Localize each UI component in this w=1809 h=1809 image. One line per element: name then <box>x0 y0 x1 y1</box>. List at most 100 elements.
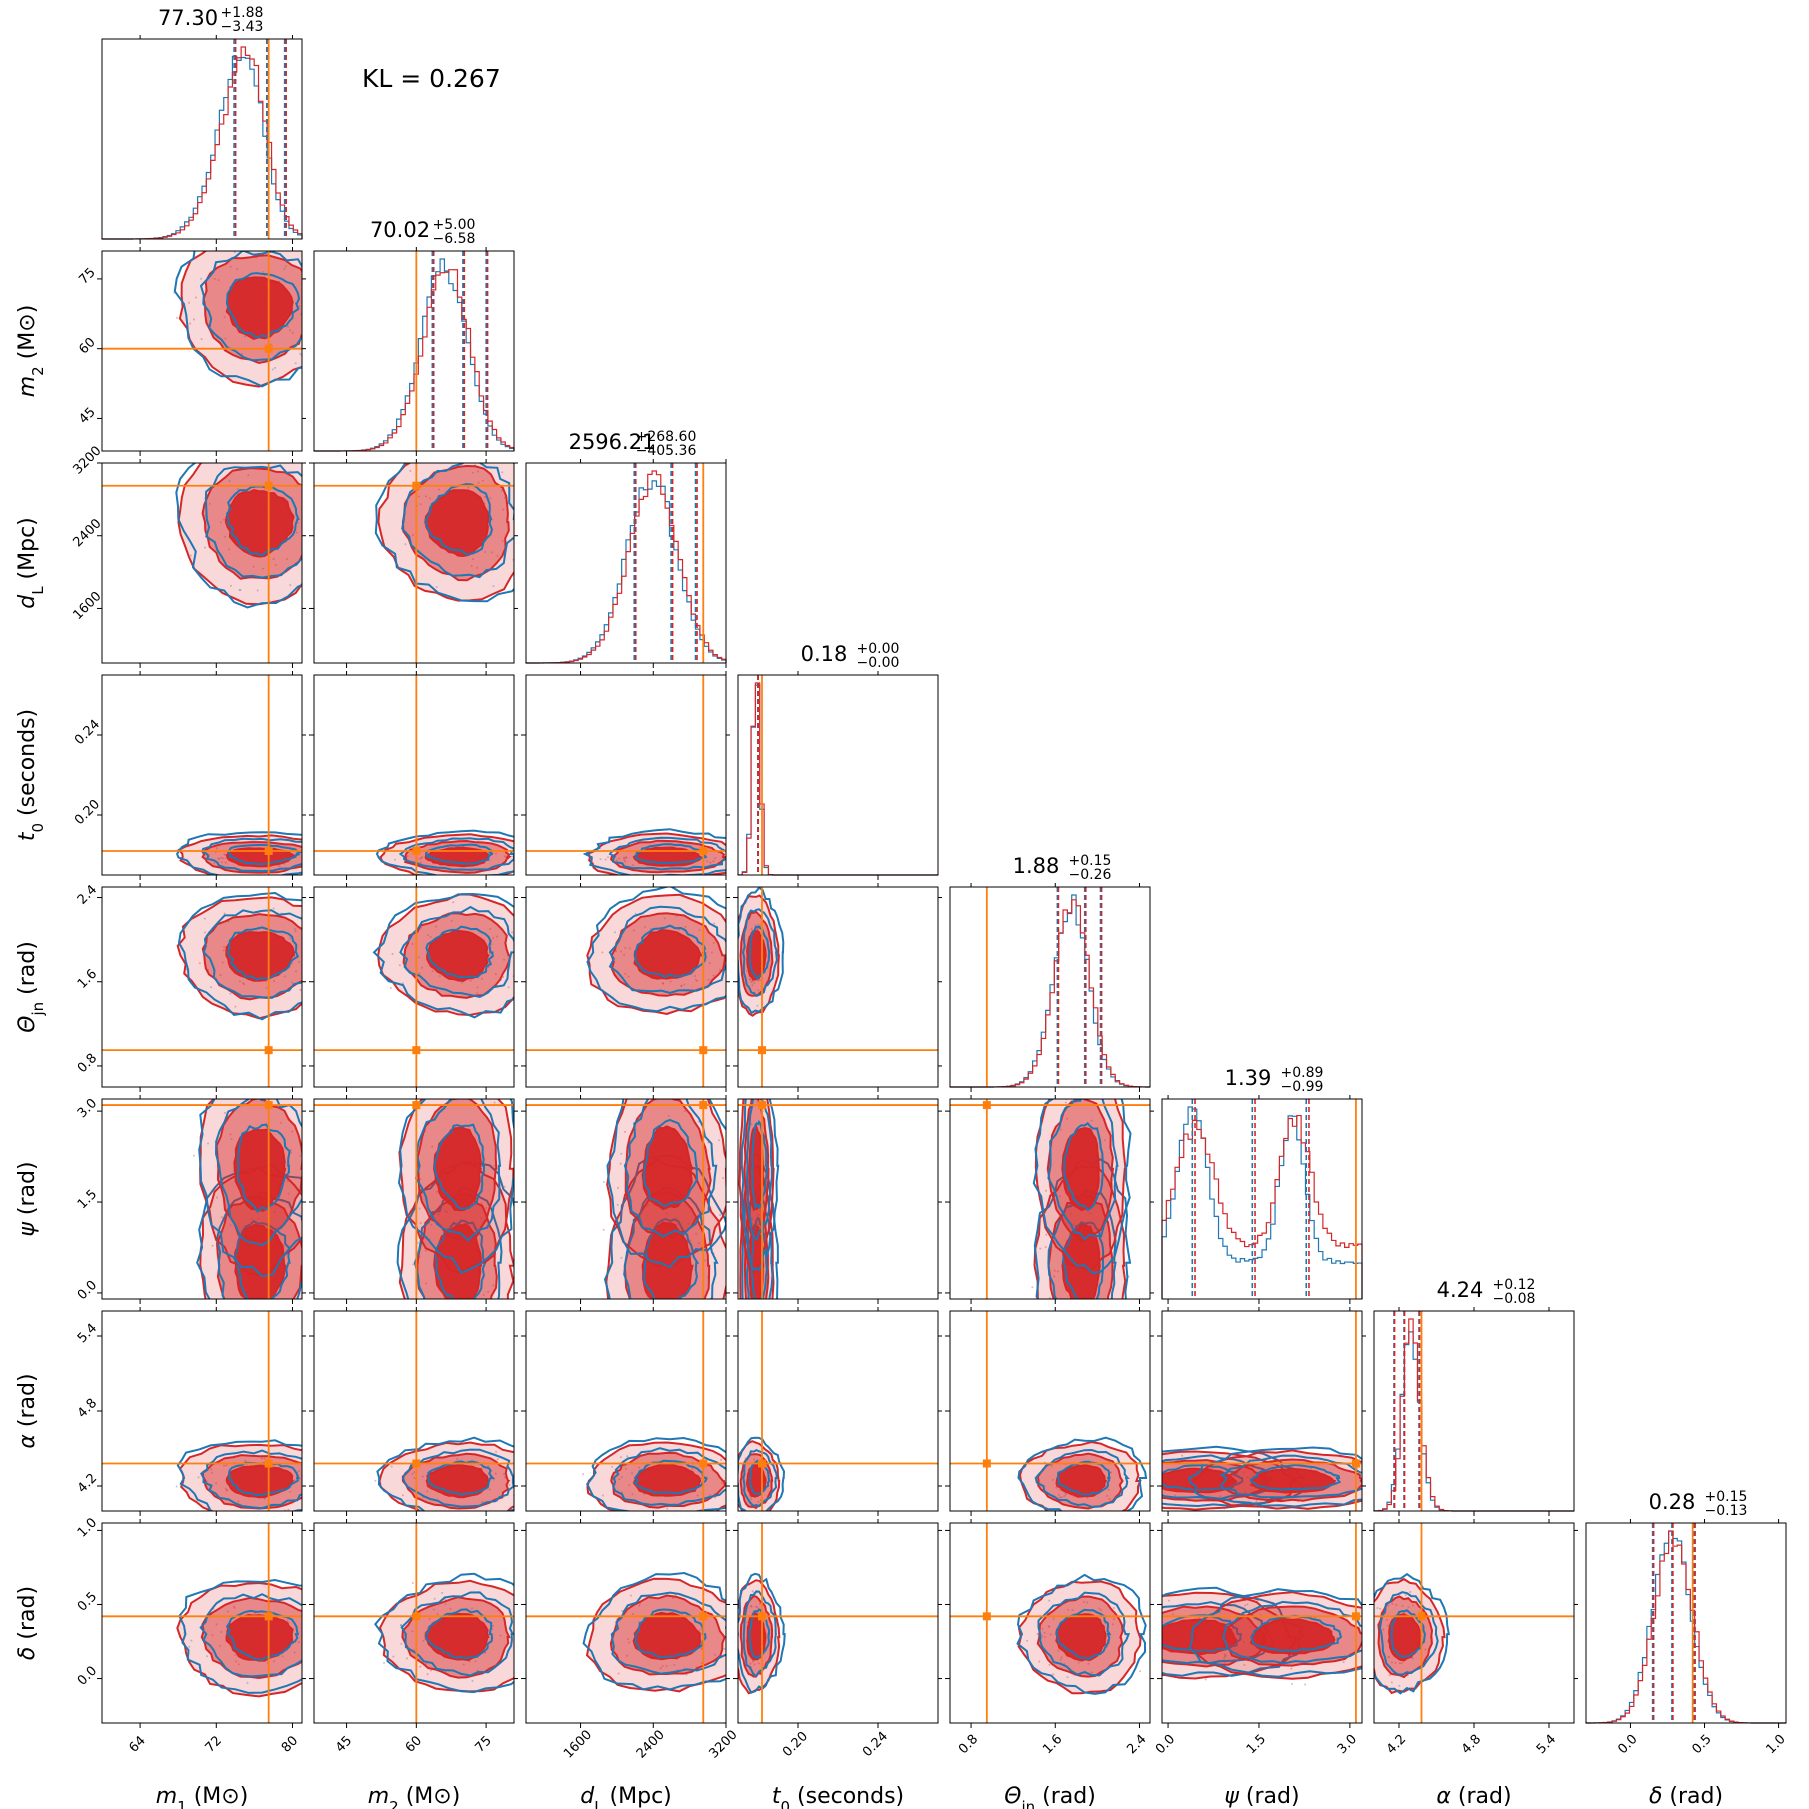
scatter-point <box>492 936 495 939</box>
scatter-point <box>629 1594 632 1597</box>
histogram-panel-delta: 0.28 +0.15−0.13 <box>1585 1489 1787 1724</box>
scatter-point <box>390 1465 393 1468</box>
scatter-point <box>1398 1662 1401 1665</box>
scatter-point <box>406 855 409 858</box>
scatter-point <box>751 980 754 983</box>
scatter-point <box>1082 1601 1085 1604</box>
blue-contour-level-2 <box>399 905 514 998</box>
scatter-point <box>198 962 201 965</box>
scatter-point <box>691 1467 694 1470</box>
scatter-point <box>229 584 232 587</box>
scatter-point <box>1242 1640 1245 1643</box>
scatter-point <box>237 1500 240 1503</box>
scatter-point <box>189 322 192 325</box>
scatter-point <box>1168 1599 1171 1602</box>
scatter-point <box>304 852 306 854</box>
scatter-point <box>237 1341 239 1343</box>
scatter-point <box>480 1217 483 1220</box>
title-lower-error: −0.99 <box>1281 1079 1324 1095</box>
blue-contour-level-2 <box>202 909 302 999</box>
scatter-point <box>638 1466 641 1469</box>
blue-contour-level-1 <box>1032 1099 1132 1275</box>
scatter-point <box>492 1284 495 1287</box>
scatter-point <box>213 862 216 865</box>
scatter-point <box>620 1256 623 1259</box>
scatter-point <box>757 1072 759 1074</box>
scatter-point <box>437 1317 439 1319</box>
blue-contour-level-2 <box>1222 1600 1362 1665</box>
scatter-point <box>703 1259 706 1262</box>
scatter-point <box>481 479 484 482</box>
scatter-point <box>449 1607 452 1610</box>
title-upper-error: +1.88 <box>221 5 264 21</box>
title-upper-error: +0.12 <box>1493 1277 1536 1293</box>
blue-contour-level-1 <box>176 1439 302 1511</box>
scatter-point <box>634 912 637 915</box>
x-tick-label: 80 <box>279 1733 301 1755</box>
title-upper-error: +0.89 <box>1281 1065 1324 1081</box>
scatter-point <box>484 495 487 498</box>
scatter-point <box>1171 1612 1174 1615</box>
scatter-point <box>1244 1491 1247 1494</box>
scatter-point <box>1056 1270 1059 1273</box>
scatter-point <box>644 925 647 928</box>
blue-contour-level-3 <box>1162 1464 1244 1491</box>
scatter-point <box>677 1315 679 1317</box>
scatter-point <box>307 1621 309 1623</box>
scatter-point <box>753 1458 756 1461</box>
scatter-point <box>223 316 226 319</box>
blue-contour-level-2 <box>1034 1448 1130 1508</box>
scatter-point <box>286 1619 289 1622</box>
scatter-point <box>628 947 631 950</box>
scatter-point <box>1106 1494 1109 1497</box>
scatter-point <box>698 1242 701 1245</box>
scatter-point <box>754 924 757 927</box>
histogram-panel-alpha: 4.24 +0.12−0.08 <box>1373 1277 1575 1512</box>
scatter-point <box>623 859 626 862</box>
blue-contour-level-2 <box>742 1590 777 1678</box>
y-tick-label: 0.0 <box>75 1663 100 1688</box>
histogram-title-theta: 1.88 <box>1013 854 1060 878</box>
scatter-point <box>749 978 752 981</box>
panel-frame <box>313 674 515 876</box>
panel-dL-vs-delta <box>525 1522 727 1724</box>
scatter-point <box>602 1181 605 1184</box>
scatter-point <box>308 1626 310 1628</box>
scatter-point <box>399 1623 402 1626</box>
scatter-point <box>757 1500 760 1503</box>
histogram-panel-m2: 70.02 +5.00−6.58 <box>313 217 515 452</box>
scatter-point <box>471 1679 474 1682</box>
scatter-point <box>618 857 621 860</box>
scatter-point <box>383 1662 386 1665</box>
scatter-point <box>315 352 317 354</box>
scatter-point <box>668 1085 670 1087</box>
scatter-point <box>758 1348 760 1350</box>
scatter-point <box>222 949 225 952</box>
scatter-point <box>601 1494 604 1497</box>
scatter-point <box>708 1493 711 1496</box>
scatter-point <box>224 1111 227 1114</box>
scatter-point <box>215 1196 218 1199</box>
scatter-point <box>746 969 749 972</box>
scatter-point <box>293 1651 296 1654</box>
scatter-point <box>1304 1683 1307 1686</box>
scatter-point <box>502 958 505 961</box>
scatter-point <box>503 855 506 858</box>
scatter-point <box>265 986 268 989</box>
x-tick-label: 4.8 <box>1459 1732 1484 1757</box>
scatter-point <box>1053 1269 1056 1272</box>
scatter-point <box>1090 1671 1093 1674</box>
y-tick-label: 3.0 <box>75 1096 100 1121</box>
scatter-point <box>412 1263 415 1266</box>
scatter-point <box>411 1630 414 1633</box>
scatter-point <box>456 1458 459 1461</box>
scatter-point <box>175 316 178 319</box>
scatter-point <box>430 1223 433 1226</box>
x-tick-label: 1.0 <box>1764 1732 1789 1757</box>
x-axis-label-dL: dL (Mpc) <box>580 1784 672 1809</box>
scatter-point <box>1055 1486 1058 1489</box>
scatter-point <box>413 1476 416 1479</box>
scatter-point <box>515 1473 517 1475</box>
x-tick-label: 0.5 <box>1689 1732 1714 1757</box>
scatter-point <box>1108 1498 1111 1501</box>
